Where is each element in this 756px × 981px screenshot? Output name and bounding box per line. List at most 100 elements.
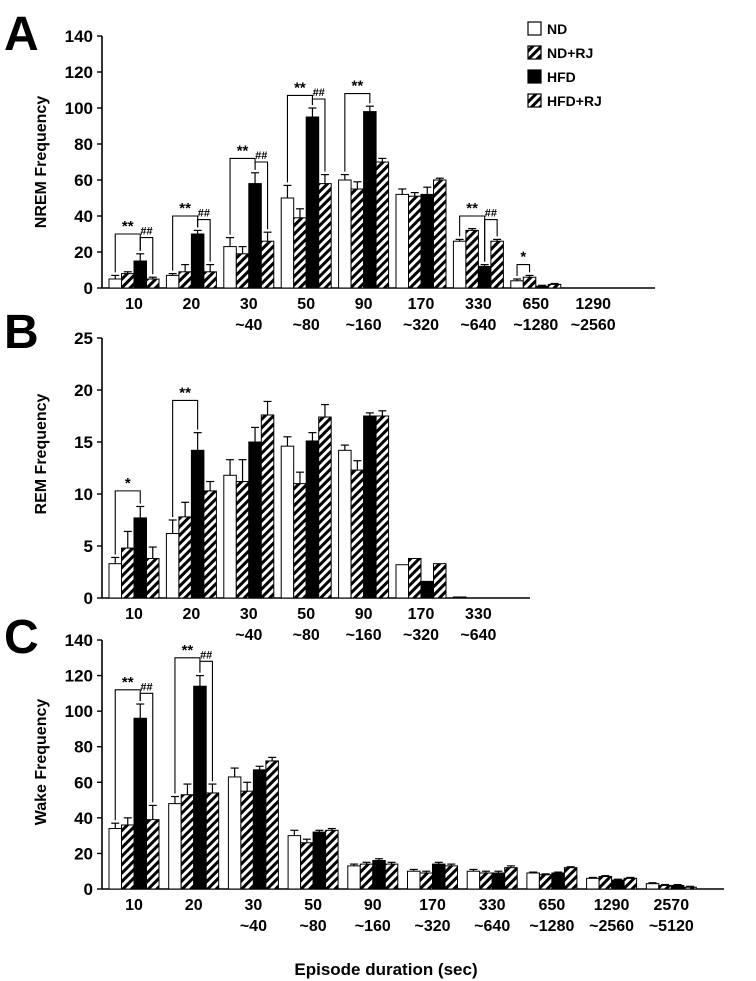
bar-hfd xyxy=(372,860,386,890)
x-tick-label: 330 xyxy=(465,606,492,623)
legend-swatch-hfd-rj xyxy=(527,93,542,108)
x-tick-label-range: ~2560 xyxy=(571,317,616,334)
y-tick-label: 20 xyxy=(74,844,93,863)
significance-bracket xyxy=(139,692,154,803)
bar-nd-rj xyxy=(598,876,613,890)
y-tick-label: 10 xyxy=(74,485,93,504)
legend-swatch-hfd xyxy=(527,69,542,84)
x-tick-label-range: ~80 xyxy=(293,627,320,644)
bar-nd xyxy=(466,870,481,890)
significance-bracket xyxy=(254,161,269,230)
x-tick-label: 90 xyxy=(355,606,373,623)
bar-nd-rj xyxy=(293,483,307,599)
significance-bracket xyxy=(484,219,498,262)
bar-hfd xyxy=(248,183,262,289)
bar-hfd-rj xyxy=(375,415,390,599)
significance-label: ** xyxy=(294,79,306,96)
y-tick-label: 0 xyxy=(84,589,93,608)
bar-nd-rj xyxy=(235,253,250,289)
bar-nd xyxy=(395,193,409,289)
x-tick-label-range: ~2560 xyxy=(589,918,634,935)
x-tick-label: 30 xyxy=(240,296,258,313)
bar-nd xyxy=(108,278,122,289)
bar-nd-rj xyxy=(465,229,479,289)
significance-label: ## xyxy=(140,681,152,693)
x-tick-label: 650 xyxy=(539,897,566,914)
x-tick-label: 10 xyxy=(125,897,143,914)
x-tick-label: 90 xyxy=(364,897,382,914)
x-tick-label: 30 xyxy=(245,897,263,914)
x-tick-label: 170 xyxy=(419,897,446,914)
bar-hfd-rj xyxy=(318,183,332,289)
bar-hfd xyxy=(491,872,506,890)
significance-bracket xyxy=(197,219,211,262)
y-tick-label: 20 xyxy=(74,243,93,262)
significance-label: ## xyxy=(485,208,497,220)
chart-panel-c: 0 20 40 60 80 100 120 140 10 20 30 ~40 50 ~80 90 ~160 17… xyxy=(65,631,724,935)
bar-hfd xyxy=(551,872,565,890)
significance-bracket xyxy=(139,237,154,275)
bar-hfd-rj xyxy=(433,563,447,599)
bar-hfd-rj xyxy=(490,240,504,289)
y-tick-label: 100 xyxy=(65,702,93,721)
x-tick-label: 20 xyxy=(185,897,203,914)
bar-hfd xyxy=(611,879,625,890)
legend-label-hfd: HFD xyxy=(547,69,576,85)
bar-nd xyxy=(395,564,409,599)
y-tick-label: 100 xyxy=(65,99,93,118)
y-axis-label-a: NREM Frequency xyxy=(33,96,50,229)
x-tick-label-range: ~40 xyxy=(235,627,262,644)
bar-nd xyxy=(223,474,237,599)
significance-bracket xyxy=(114,490,141,555)
significance-bracket xyxy=(172,399,199,517)
y-tick-label: 0 xyxy=(84,279,93,298)
significance-label: ** xyxy=(182,642,194,659)
bar-nd-rj xyxy=(121,273,135,289)
bar-hfd-rj xyxy=(265,760,279,890)
bar-hfd xyxy=(193,685,207,890)
bar-hfd-rj xyxy=(146,278,160,289)
bar-hfd xyxy=(420,580,434,599)
legend-label-nd-rj: ND+RJ xyxy=(547,45,593,61)
x-tick-label-range: ~160 xyxy=(355,918,391,935)
bar-nd xyxy=(526,872,540,890)
legend-label-nd: ND xyxy=(547,21,567,37)
bar-hfd xyxy=(420,193,434,289)
bar-nd xyxy=(108,563,122,599)
significance-bracket xyxy=(311,98,326,172)
bar-nd-rj xyxy=(121,824,135,890)
bar-hfd-rj xyxy=(433,179,447,289)
bar-nd xyxy=(280,197,295,289)
y-tick-label: 120 xyxy=(65,667,93,686)
bar-nd-rj xyxy=(538,874,553,890)
bar-hfd xyxy=(305,116,320,289)
x-tick-label: 50 xyxy=(297,606,315,623)
x-tick-label-range: ~640 xyxy=(460,317,496,334)
x-tick-label-range: ~320 xyxy=(403,627,439,644)
bar-hfd xyxy=(190,449,205,599)
y-tick-label: 15 xyxy=(74,433,93,452)
bar-hfd-rj xyxy=(384,863,399,890)
y-tick-label: 80 xyxy=(74,738,93,757)
y-tick-label: 140 xyxy=(65,631,93,650)
bar-hfd xyxy=(133,260,147,289)
bar-nd xyxy=(108,828,122,890)
significance-label: ## xyxy=(313,87,325,99)
bar-hfd-rj xyxy=(547,283,562,289)
x-tick-label-range: ~1280 xyxy=(529,918,574,935)
x-axis-label: Episode duration (sec) xyxy=(294,960,477,979)
x-tick-label: 2570 xyxy=(654,897,690,914)
x-tick-label-range: ~1280 xyxy=(513,317,558,334)
bar-nd-rj xyxy=(350,469,365,599)
bar-hfd xyxy=(133,717,147,890)
y-tick-label: 20 xyxy=(74,381,93,400)
y-tick-label: 40 xyxy=(74,809,93,828)
bar-nd xyxy=(165,533,180,599)
x-tick-label-range: ~5120 xyxy=(649,918,694,935)
bar-nd-rj xyxy=(235,481,250,599)
x-tick-label-range: ~80 xyxy=(293,317,320,334)
significance-label: ## xyxy=(140,226,152,238)
bar-nd xyxy=(645,883,660,890)
bar-hfd xyxy=(363,111,377,289)
x-tick-label-range: ~320 xyxy=(414,918,450,935)
